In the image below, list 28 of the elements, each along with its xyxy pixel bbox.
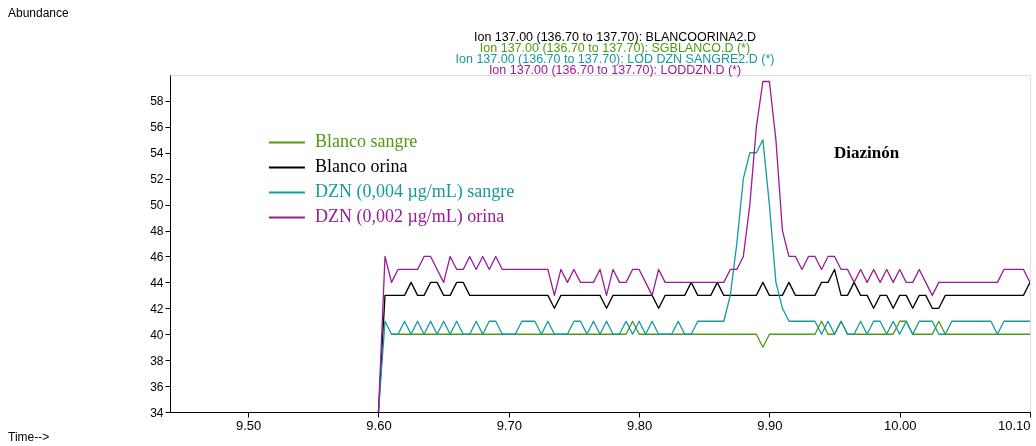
y-tick-label: 44 xyxy=(150,275,164,290)
legend-label: Blanco sangre xyxy=(314,131,418,152)
annotation: Diazinón xyxy=(834,142,900,162)
x-tick-label: 9.90 xyxy=(757,417,783,433)
legend-label: DZN (0,004 µg/mL) sangre xyxy=(314,181,515,203)
x-tick-label: 9.60 xyxy=(366,417,392,433)
y-tick-label: 56 xyxy=(150,120,164,135)
y-tick-label: 46 xyxy=(150,249,164,264)
y-tick-label: 34 xyxy=(150,405,164,420)
x-tick-label: 9.70 xyxy=(496,417,522,433)
x-tick-label: 10.00 xyxy=(883,417,917,433)
text: Ion 137.00 (136.70 to 137.70): BLANCOORINA2.D xyxy=(473,30,757,44)
y-tick-label: 38 xyxy=(150,353,164,368)
y-tick-label: 40 xyxy=(150,327,164,342)
text: Time--> xyxy=(8,430,50,444)
y-tick-label: 50 xyxy=(150,198,164,213)
legend-label: Blanco orina xyxy=(314,156,408,177)
x-tick-label: 9.50 xyxy=(236,417,262,433)
y-tick-label: 42 xyxy=(150,301,164,316)
y-tick-label: 58 xyxy=(150,94,164,109)
y-tick-label: 48 xyxy=(150,224,164,239)
y-tick-label: 52 xyxy=(150,172,164,187)
legend-label: DZN (0,002 µg/mL) orina xyxy=(314,206,505,228)
x-tick-label: 10.10 xyxy=(997,417,1031,433)
text: Abundance xyxy=(8,6,70,20)
y-tick-label: 36 xyxy=(150,379,164,394)
y-tick-label: 54 xyxy=(150,146,164,161)
x-tick-label: 9.80 xyxy=(626,417,653,433)
